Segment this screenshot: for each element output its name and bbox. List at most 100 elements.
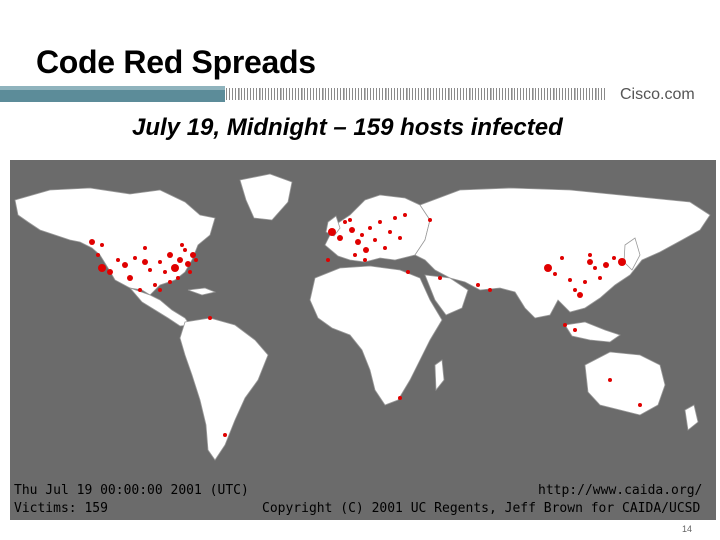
title-bar-stripe: [583, 88, 584, 100]
title-bar-stripe: [289, 88, 290, 100]
infection-marker: [98, 264, 106, 272]
title-bar-stripe: [286, 88, 287, 100]
title-bar-stripe: [520, 88, 521, 100]
infection-marker: [107, 269, 113, 275]
title-bar-stripe: [337, 88, 338, 100]
title-bar-stripe: [559, 88, 560, 100]
infection-marker: [360, 233, 364, 237]
title-bar-stripe: [457, 88, 458, 100]
south-america-landmass: [179, 317, 269, 461]
title-bar-stripe: [226, 88, 227, 100]
title-bar-stripe: [484, 88, 485, 100]
title-bar-stripe: [265, 88, 266, 100]
title-bar-stripe: [292, 88, 293, 100]
title-bar-stripe: [442, 88, 443, 100]
infection-marker: [383, 246, 387, 250]
infection-marker: [163, 270, 167, 274]
title-bar-stripe: [577, 88, 578, 100]
title-bar-stripe: [451, 88, 452, 100]
infection-marker: [406, 270, 410, 274]
infection-marker: [568, 278, 572, 282]
infection-marker: [488, 288, 492, 292]
title-bar-stripe: [541, 88, 542, 100]
africa-landmass: [309, 265, 443, 406]
title-bar-stripe: [418, 88, 419, 100]
title-bar-stripe: [295, 88, 296, 100]
title-bar-stripe: [421, 88, 422, 100]
title-bar-stripe: [496, 88, 497, 100]
title-bar-stripe: [322, 88, 324, 100]
infection-marker: [208, 316, 212, 320]
infection-marker: [153, 283, 157, 287]
infection-marker: [476, 283, 480, 287]
title-bar-stripe: [268, 88, 269, 100]
title-bar-stripe: [373, 88, 374, 100]
title-bar-stripe: [376, 88, 377, 100]
title-bar-stripe: [469, 88, 471, 100]
title-bar-stripe: [517, 88, 518, 100]
slide-title: Code Red Spreads: [36, 44, 316, 80]
page-number: 14: [682, 524, 693, 534]
title-bar-stripe: [274, 88, 275, 100]
infection-marker: [608, 378, 612, 382]
infection-marker: [337, 235, 343, 241]
infection-marker: [573, 288, 577, 292]
title-bar-stripe: [355, 88, 356, 100]
infection-marker: [612, 256, 616, 260]
infection-marker: [403, 213, 407, 217]
infection-marker: [593, 266, 597, 270]
title-bar-stripe: [430, 88, 431, 100]
title-bar-stripe: [241, 88, 242, 100]
caribbean-landmass: [187, 287, 217, 296]
title-bar-stripe: [301, 88, 303, 100]
title-bar-stripe: [454, 88, 455, 100]
infection-marker: [168, 280, 172, 284]
title-bar-stripe: [502, 88, 503, 100]
title-bar-stripe: [394, 88, 395, 100]
infection-marker: [560, 256, 564, 260]
title-bar-stripe: [388, 88, 389, 100]
infection-marker: [583, 280, 587, 284]
title-bar-stripe: [604, 88, 605, 100]
title-bar-stripe: [229, 88, 230, 100]
infection-marker: [142, 259, 148, 265]
infection-marker: [398, 396, 402, 400]
infection-marker: [143, 246, 147, 250]
title-bar-stripe: [424, 88, 425, 100]
title-bar-stripe: [400, 88, 401, 100]
victims-count: Victims: 159: [14, 501, 108, 516]
title-bar-stripe: [472, 88, 473, 100]
infection-marker: [588, 253, 592, 257]
title-bar-stripe: [535, 88, 536, 100]
title-bar-stripe: [436, 88, 437, 100]
infection-marker: [180, 243, 184, 247]
title-bar-stripe: [427, 88, 429, 100]
title-bar-stripe: [235, 88, 236, 100]
infection-marker: [326, 258, 330, 262]
title-bar-stripe: [382, 88, 383, 100]
title-bar-stripe: [499, 88, 500, 100]
infection-marker: [638, 403, 642, 407]
infection-marker: [183, 248, 187, 252]
title-bar-stripe: [463, 88, 464, 100]
infection-marker: [368, 226, 372, 230]
title-bar-stripes: [226, 88, 605, 100]
title-bar-stripe: [466, 88, 467, 100]
title-bar-stripe: [232, 88, 233, 100]
north-america-landmass: [14, 187, 216, 296]
title-bar-stripe: [589, 88, 590, 100]
title-bar-stripe: [481, 88, 482, 100]
title-bar: [0, 86, 605, 102]
infection-marker: [177, 257, 183, 263]
infection-marker: [158, 288, 162, 292]
title-bar-stripe: [247, 88, 248, 100]
source-url: http://www.caida.org/: [538, 483, 703, 498]
title-bar-stripe: [319, 88, 320, 100]
title-bar-stripe: [262, 88, 263, 100]
title-bar-stripe: [361, 88, 362, 100]
title-bar-stripe: [529, 88, 530, 100]
title-bar-stripe: [523, 88, 524, 100]
title-bar-stripe: [526, 88, 527, 100]
title-bar-stripe: [514, 88, 515, 100]
infection-marker: [544, 264, 552, 272]
